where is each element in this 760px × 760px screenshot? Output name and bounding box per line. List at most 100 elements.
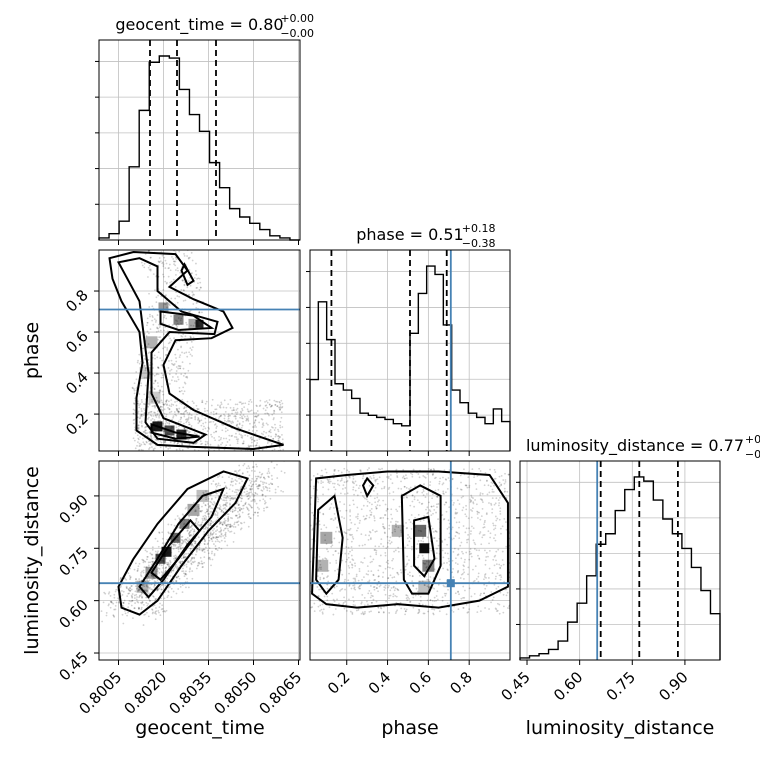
scatter-point <box>479 594 482 597</box>
x-tick-label: 0.2 <box>324 668 354 698</box>
scatter-point <box>211 550 213 553</box>
scatter-point <box>452 537 455 540</box>
scatter-point <box>154 572 157 575</box>
scatter-point <box>494 539 497 542</box>
scatter-point <box>198 523 200 526</box>
scatter-point <box>338 602 340 605</box>
scatter-point <box>138 404 140 407</box>
scatter-point <box>231 510 234 513</box>
scatter-point <box>495 550 498 553</box>
scatter-point <box>435 531 438 533</box>
scatter-point <box>489 485 492 488</box>
scatter-point <box>268 472 271 474</box>
scatter-point <box>216 549 219 552</box>
scatter-point <box>170 280 173 283</box>
scatter-point <box>406 562 409 565</box>
scatter-point <box>160 364 163 367</box>
scatter-point <box>271 413 274 416</box>
scatter-point <box>167 400 170 403</box>
scatter-point <box>127 588 130 590</box>
scatter-point <box>365 514 368 517</box>
scatter-point <box>182 386 185 389</box>
scatter-point <box>193 557 196 560</box>
scatter-point <box>483 521 486 524</box>
scatter-point <box>241 417 244 420</box>
scatter-point <box>179 354 182 357</box>
scatter-point <box>213 536 215 539</box>
scatter-point <box>158 400 161 403</box>
scatter-point <box>485 584 488 587</box>
scatter-point <box>187 369 190 372</box>
scatter-point <box>221 429 224 432</box>
scatter-point <box>434 530 437 532</box>
scatter-point <box>226 429 229 432</box>
scatter-point <box>368 516 371 519</box>
scatter-point <box>136 600 139 603</box>
scatter-point <box>436 590 439 593</box>
scatter-point <box>270 443 273 445</box>
scatter-point <box>188 443 191 446</box>
scatter-point <box>504 479 507 481</box>
scatter-point <box>432 512 434 515</box>
scatter-point <box>234 497 237 499</box>
scatter-point <box>429 599 432 602</box>
scatter-point <box>334 518 337 520</box>
scatter-point <box>215 488 217 491</box>
scatter-point <box>246 471 249 473</box>
scatter-point <box>172 547 175 550</box>
scatter-point <box>219 415 222 418</box>
scatter-point <box>392 557 395 560</box>
scatter-point <box>224 519 227 522</box>
scatter-point <box>191 544 194 546</box>
scatter-point <box>199 281 202 284</box>
scatter-point <box>216 538 219 541</box>
scatter-point <box>146 550 148 553</box>
scatter-point <box>430 608 433 610</box>
scatter-point <box>181 570 183 573</box>
x-tick-label: 0.4 <box>365 668 395 698</box>
scatter-point <box>186 430 189 432</box>
scatter-point <box>161 542 164 545</box>
scatter-point <box>397 550 400 553</box>
scatter-point <box>242 504 244 507</box>
scatter-point <box>413 496 416 498</box>
scatter-point <box>252 466 255 468</box>
scatter-point <box>135 371 138 373</box>
scatter-point <box>157 588 159 591</box>
scatter-point <box>181 560 184 563</box>
scatter-point <box>220 528 223 531</box>
scatter-point <box>392 586 395 589</box>
scatter-point <box>206 509 209 511</box>
scatter-point <box>502 479 505 481</box>
scatter-point <box>187 256 190 259</box>
scatter-point <box>365 517 368 520</box>
scatter-point <box>183 428 186 430</box>
scatter-point <box>310 496 313 499</box>
scatter-point <box>495 587 498 590</box>
scatter-point <box>128 574 131 577</box>
scatter-point <box>210 552 213 555</box>
scatter-point <box>120 585 122 587</box>
scatter-point <box>406 527 408 529</box>
x-tick-label: 0.8065 <box>255 668 305 718</box>
scatter-point <box>169 447 172 449</box>
scatter-point <box>157 550 159 553</box>
scatter-point <box>504 490 506 493</box>
x-tick-label: 0.75 <box>603 668 639 704</box>
title-geocent_time: geocent_time = 0.80 <box>115 15 283 35</box>
scatter-point <box>345 610 348 612</box>
scatter-point <box>265 431 268 434</box>
scatter-point <box>228 434 231 437</box>
scatter-point <box>178 517 181 520</box>
scatter-point <box>166 563 168 566</box>
scatter-point <box>426 585 429 588</box>
panel-frame <box>309 460 511 661</box>
scatter-point <box>175 407 178 410</box>
scatter-point <box>332 506 335 509</box>
scatter-point <box>494 524 497 527</box>
scatter-point <box>160 584 163 587</box>
scatter-point <box>253 426 255 428</box>
scatter-point <box>312 485 315 488</box>
scatter-point <box>174 564 177 567</box>
x-axis-label-geocent_time: geocent_time <box>135 717 264 739</box>
